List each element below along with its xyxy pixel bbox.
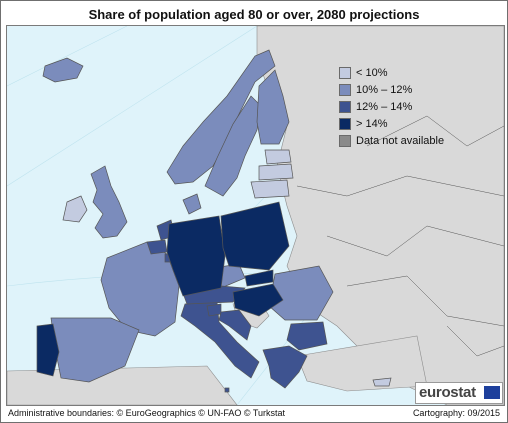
map-title: Share of population aged 80 or over, 208… — [88, 7, 420, 22]
country-finland — [256, 69, 290, 145]
footer-source: Administrative boundaries: © EuroGeograp… — [8, 408, 286, 418]
country-greece — [262, 345, 308, 389]
country-malta — [224, 387, 230, 393]
country-iceland — [42, 57, 84, 83]
map-area — [6, 25, 505, 406]
country-norway — [166, 49, 276, 185]
legend-label: > 14% — [356, 118, 388, 130]
countries-layer — [36, 49, 392, 393]
country-latvia — [258, 163, 294, 181]
non-eu-borders — [296, 115, 504, 357]
country-denmark — [182, 193, 202, 215]
legend-label: 10% – 12% — [356, 84, 413, 96]
country-portugal — [36, 323, 60, 377]
country-belgium — [146, 239, 168, 255]
country-united-kingdom — [90, 165, 128, 239]
country-bulgaria — [286, 321, 328, 351]
legend-label: 12% – 14% — [356, 101, 413, 113]
logo-text: eurostat — [419, 384, 476, 401]
legend-swatch — [339, 118, 351, 130]
legend-swatch — [339, 135, 351, 147]
country-poland — [220, 201, 290, 271]
legend-swatch — [339, 84, 351, 96]
choropleth-map — [7, 26, 504, 405]
footer-cartography: Cartography: 09/2015 — [412, 408, 500, 418]
country-hungary — [232, 283, 284, 317]
country-germany — [166, 215, 226, 297]
country-italy — [180, 301, 260, 379]
legend-label: Data not available — [356, 135, 445, 147]
country-estonia — [264, 149, 292, 165]
country-lithuania — [250, 179, 290, 199]
legend-label: < 10% — [356, 67, 388, 79]
country-cyprus — [372, 377, 392, 387]
eu-flag-icon — [484, 386, 500, 399]
country-ireland — [62, 195, 88, 223]
country-croatia — [218, 309, 252, 341]
country-slovakia — [244, 269, 274, 287]
footer: Administrative boundaries: © EuroGeograp… — [6, 405, 502, 421]
country-slovenia — [206, 303, 222, 317]
eurostat-logo: eurostat — [415, 382, 503, 404]
legend-swatch — [339, 67, 351, 79]
legend-swatch — [339, 101, 351, 113]
